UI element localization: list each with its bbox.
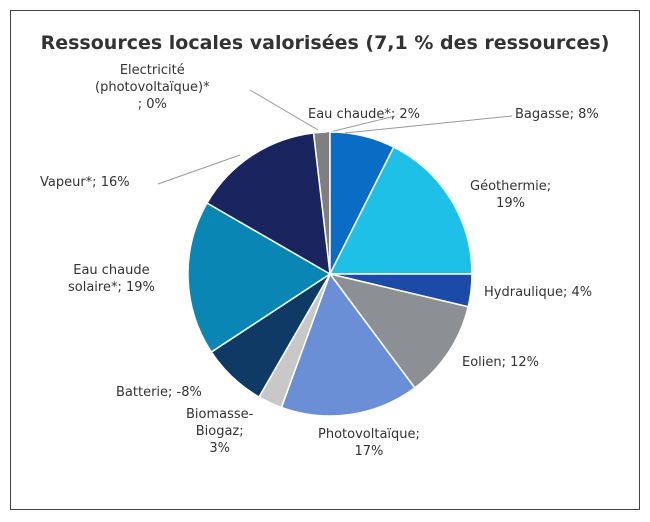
data-label: Batterie; -8% — [116, 385, 202, 400]
data-label: Electricité (photovoltaïque)* ; 0% — [95, 63, 210, 112]
data-label: Biomasse- Biogaz; 3% — [186, 407, 254, 456]
leader-line — [325, 115, 396, 134]
data-label: Eau chaude solaire*; 19% — [68, 263, 155, 295]
pie-slice — [187, 201, 332, 354]
leader-line — [249, 89, 319, 131]
chart-frame — [10, 10, 640, 510]
leader-line — [344, 115, 513, 134]
data-label: Vapeur*; 16% — [40, 175, 130, 190]
pie-slice — [280, 272, 416, 417]
data-label: Bagasse; 8% — [515, 107, 599, 122]
pie-slice — [328, 272, 470, 389]
leader-line — [157, 154, 241, 185]
chart-title: Ressources locales valorisées (7,1 % des… — [40, 32, 610, 54]
pie-slice — [328, 146, 473, 275]
data-label: Eolien; 12% — [462, 355, 540, 370]
data-label: Photovoltaïque; 17% — [318, 427, 420, 459]
pie-slice — [205, 132, 331, 276]
data-label: Eau chaude*; 2% — [308, 107, 421, 122]
data-label: Hydraulique; 4% — [484, 285, 593, 300]
data-label: Géothermie; 19% — [470, 179, 552, 211]
